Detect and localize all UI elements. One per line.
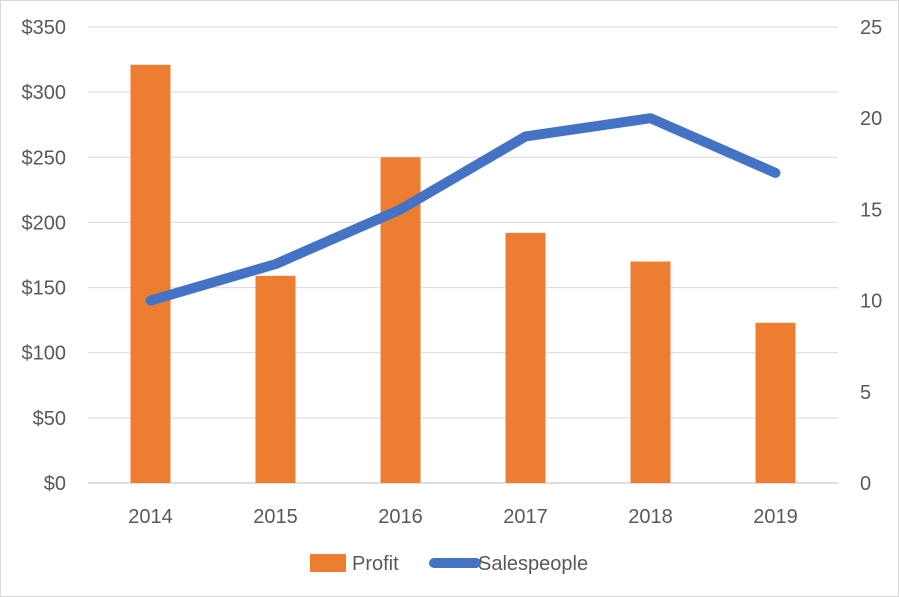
right-axis-tick-label: 10	[860, 291, 882, 313]
left-axis-tick-label: $200	[22, 212, 67, 234]
x-axis-tick-label: 2018	[628, 506, 673, 528]
right-axis-tick-label: 20	[860, 108, 882, 130]
legend-label-salespeople: Salespeople	[478, 553, 588, 575]
right-axis-tick-label: 25	[860, 17, 882, 39]
salespeople-point	[775, 172, 776, 174]
right-axis-tick-label: 0	[860, 473, 871, 495]
profit-bars	[130, 64, 796, 484]
profit-bar	[130, 64, 171, 483]
salespeople-line-group	[145, 113, 781, 306]
salespeople-point	[525, 135, 526, 137]
left-axis-tick-label: $150	[22, 278, 67, 300]
x-axis-tick-label: 2019	[753, 506, 798, 528]
right-axis-tick-label: 15	[860, 199, 882, 221]
legend-swatch-profit	[310, 554, 346, 572]
gridlines	[88, 26, 838, 484]
right-axis-tick-label: 5	[860, 382, 871, 404]
profit-bar	[755, 322, 796, 483]
profit-bar	[505, 232, 546, 483]
salespeople-point	[275, 263, 276, 265]
x-axis-tick-label: 2017	[503, 506, 548, 528]
salespeople-point	[150, 300, 151, 302]
left-axis-ticks: $0 $50 $100 $150 $200 $250 $300 $350	[22, 17, 67, 495]
profit-bar	[255, 275, 296, 483]
left-axis-tick-label: $250	[22, 147, 67, 169]
legend-label-profit: Profit	[352, 553, 399, 575]
legend: Profit Salespeople	[310, 553, 588, 575]
x-axis-tick-label: 2014	[128, 506, 173, 528]
left-axis-tick-label: $50	[33, 408, 66, 430]
x-axis-tick-label: 2016	[378, 506, 423, 528]
left-axis-tick-label: $300	[22, 82, 67, 104]
x-axis-ticks: 2014 2015 2016 2017 2018 2019	[128, 506, 798, 528]
x-axis-tick-label: 2015	[253, 506, 298, 528]
left-axis-tick-label: $350	[22, 17, 67, 39]
salespeople-line	[145, 113, 781, 306]
left-axis-tick-label: $0	[44, 473, 66, 495]
right-axis-ticks: 0 5 10 15 20 25	[860, 17, 882, 495]
salespeople-point	[650, 117, 651, 119]
left-axis-tick-label: $100	[22, 343, 67, 365]
salespeople-point	[400, 208, 401, 210]
profit-bar	[630, 261, 671, 483]
